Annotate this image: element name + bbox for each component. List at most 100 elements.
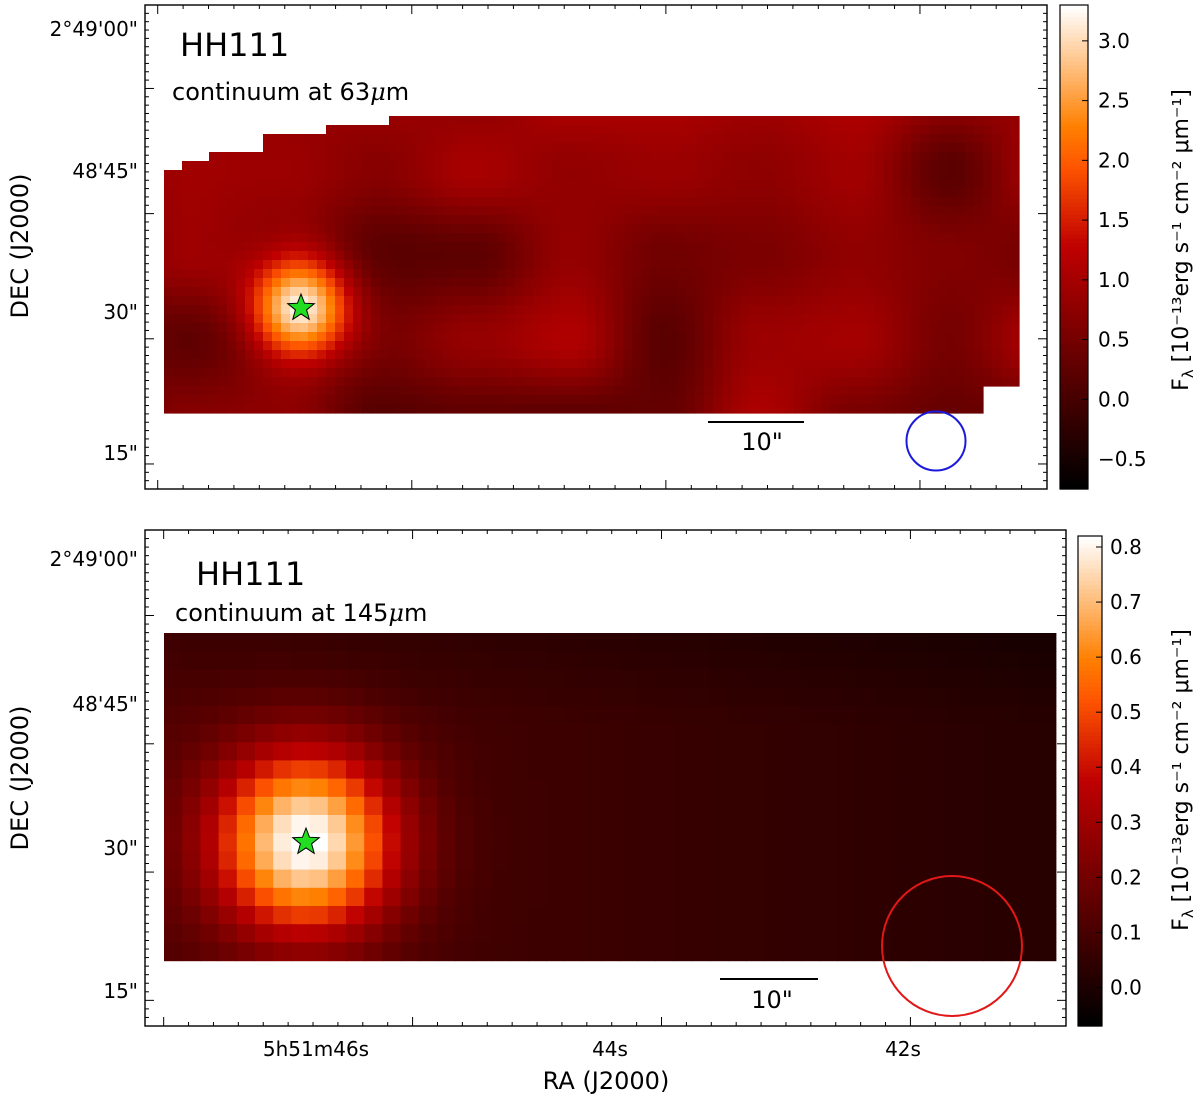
heatmap-cell <box>691 778 711 798</box>
heatmap-cell <box>704 215 714 225</box>
heatmap-cell <box>819 924 838 943</box>
heatmap-cell <box>1037 742 1057 761</box>
heatmap-cell <box>578 350 588 360</box>
heatmap-cell <box>740 323 750 333</box>
heatmap-cell <box>353 296 363 306</box>
colorbar-step <box>1060 210 1088 216</box>
heatmap-cell <box>713 260 723 270</box>
colorbar-step <box>1078 887 1102 892</box>
heatmap-cell <box>695 359 705 369</box>
heatmap-cell <box>200 760 220 780</box>
colorbar-step <box>1078 936 1102 941</box>
heatmap-cell <box>587 206 597 216</box>
heatmap-cell <box>317 269 327 279</box>
heatmap-cell <box>191 404 201 414</box>
heatmap-cell <box>578 251 588 261</box>
heatmap-cell <box>1001 179 1011 189</box>
heatmap-cell <box>758 359 768 369</box>
heatmap-cell <box>893 350 903 360</box>
heatmap-cell <box>812 215 822 225</box>
heatmap-cell <box>209 251 219 261</box>
colorbar-step <box>1060 396 1088 401</box>
heatmap-cell <box>749 152 759 162</box>
heatmap-cell <box>326 242 336 252</box>
heatmap-cell <box>728 742 747 761</box>
heatmap-cell <box>461 278 471 288</box>
heatmap-cell <box>614 341 624 351</box>
colorbar-step <box>1060 343 1088 349</box>
heatmap-cell <box>236 887 256 907</box>
heatmap-cell <box>299 152 309 162</box>
heatmap-cell <box>191 305 201 315</box>
heatmap-cell <box>928 778 948 798</box>
heatmap-cell <box>1001 296 1011 306</box>
heatmap-cell <box>892 851 911 871</box>
heatmap-cell <box>619 924 638 943</box>
heatmap-cell <box>309 815 329 834</box>
heatmap-cell <box>389 224 399 234</box>
heatmap-cell <box>560 161 570 171</box>
heatmap-cell <box>227 242 237 252</box>
colorbar-step <box>1060 275 1088 280</box>
x-tick-label-0: 5h51m46s <box>263 1037 369 1061</box>
heatmap-cell <box>327 887 347 907</box>
heatmap-cell <box>546 724 565 743</box>
heatmap-cell <box>506 143 516 153</box>
heatmap-cell <box>782 742 802 761</box>
heatmap-cell <box>884 251 894 261</box>
heatmap-cell <box>722 287 732 297</box>
heatmap-cell <box>479 179 489 189</box>
colorbar-step <box>1078 768 1102 774</box>
heatmap-cell <box>983 188 993 198</box>
heatmap-cell <box>488 224 498 234</box>
heatmap-cell <box>227 224 237 234</box>
colorbar-step <box>1078 1001 1102 1007</box>
heatmap-cell <box>713 278 723 288</box>
heatmap-cell <box>938 170 948 180</box>
heatmap-cell <box>218 269 228 279</box>
heatmap-cell <box>619 724 638 743</box>
heatmap-cell <box>857 233 867 243</box>
heatmap-cell <box>794 404 804 414</box>
heatmap-cell <box>227 269 237 279</box>
heatmap-cell <box>758 215 768 225</box>
heatmap-cell <box>524 341 534 351</box>
heatmap-cell <box>551 197 561 207</box>
colorbar-step <box>1078 727 1102 733</box>
heatmap-cell <box>785 188 795 198</box>
heatmap-cell <box>191 233 201 243</box>
heatmap-cell <box>398 323 408 333</box>
heatmap-cell <box>893 134 903 144</box>
heatmap-cell <box>173 206 183 216</box>
heatmap-cell <box>740 260 750 270</box>
heatmap-cell <box>497 188 507 198</box>
heatmap-cell <box>965 251 975 261</box>
heatmap-cell <box>164 815 183 834</box>
heatmap-cell <box>1001 887 1020 907</box>
colorbar-step <box>1078 997 1102 1003</box>
heatmap-cell <box>758 296 768 306</box>
colorbar-step <box>1060 460 1088 466</box>
heatmap-cell <box>164 251 174 261</box>
heatmap-cell <box>200 188 210 198</box>
heatmap-cell <box>191 224 201 234</box>
heatmap-cell <box>956 251 966 261</box>
heatmap-cell <box>506 296 516 306</box>
heatmap-cell <box>819 778 838 798</box>
heatmap-cell <box>764 851 784 871</box>
heatmap-cell <box>677 287 687 297</box>
heatmap-cell <box>947 179 957 189</box>
heatmap-cell <box>291 651 311 670</box>
heatmap-cell <box>528 633 547 652</box>
heatmap-cell <box>291 887 311 907</box>
heatmap-cell <box>965 269 975 279</box>
heatmap-cell <box>263 215 273 225</box>
heatmap-cell <box>272 143 282 153</box>
heatmap-cell <box>902 206 912 216</box>
heatmap-cell <box>740 278 750 288</box>
heatmap-cell <box>308 314 318 324</box>
heatmap-cell <box>821 332 831 342</box>
heatmap-cell <box>263 287 273 297</box>
heatmap-cell <box>947 269 957 279</box>
colorbar-step <box>1060 134 1088 139</box>
